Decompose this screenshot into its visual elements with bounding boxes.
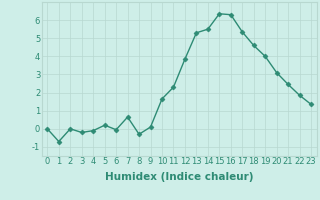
X-axis label: Humidex (Indice chaleur): Humidex (Indice chaleur)	[105, 172, 253, 182]
